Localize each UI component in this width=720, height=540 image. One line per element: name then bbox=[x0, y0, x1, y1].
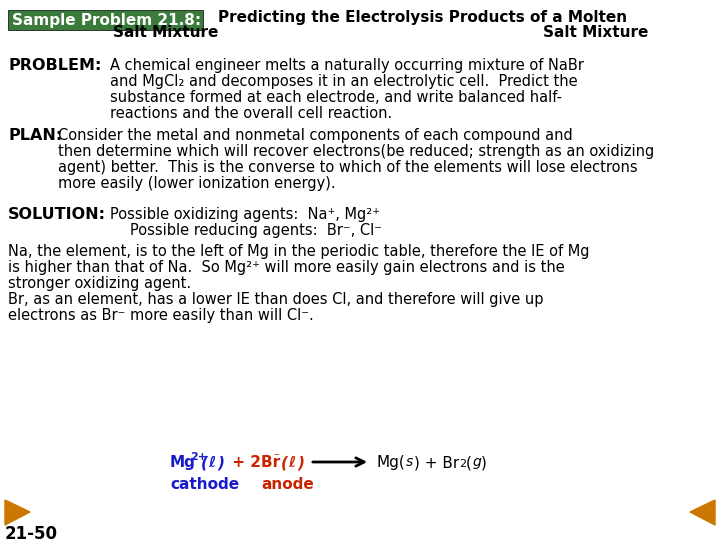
Text: then determine which will recover electrons(be reduced; strength as an oxidizing: then determine which will recover electr… bbox=[58, 144, 654, 159]
Text: agent) better.  This is the converse to which of the elements will lose electron: agent) better. This is the converse to w… bbox=[58, 160, 638, 175]
Text: SOLUTION:: SOLUTION: bbox=[8, 207, 106, 222]
Text: PLAN:: PLAN: bbox=[8, 128, 62, 143]
Text: + 2Br: + 2Br bbox=[227, 455, 280, 470]
Text: A chemical engineer melts a naturally occurring mixture of NaBr: A chemical engineer melts a naturally oc… bbox=[110, 58, 584, 73]
Text: Br, as an element, has a lower IE than does Cl, and therefore will give up: Br, as an element, has a lower IE than d… bbox=[8, 292, 544, 307]
Text: ): ) bbox=[217, 455, 224, 470]
Text: Predicting the Electrolysis Products of a Molten: Predicting the Electrolysis Products of … bbox=[218, 10, 627, 25]
Text: is higher than that of Na.  So Mg²⁺ will more easily gain electrons and is the: is higher than that of Na. So Mg²⁺ will … bbox=[8, 260, 564, 275]
FancyBboxPatch shape bbox=[8, 10, 203, 30]
Text: PROBLEM:: PROBLEM: bbox=[8, 58, 102, 73]
Text: ℓ: ℓ bbox=[288, 455, 295, 470]
Text: Consider the metal and nonmetal components of each compound and: Consider the metal and nonmetal componen… bbox=[58, 128, 572, 143]
Text: ⁻: ⁻ bbox=[273, 452, 279, 462]
Text: ℓ: ℓ bbox=[208, 455, 215, 470]
Text: ): ) bbox=[481, 455, 487, 470]
Text: Mg(: Mg( bbox=[377, 455, 406, 470]
Text: Salt Mixture: Salt Mixture bbox=[543, 25, 648, 40]
Text: Salt Mixture: Salt Mixture bbox=[112, 25, 218, 40]
Text: electrons as Br⁻ more easily than will Cl⁻.: electrons as Br⁻ more easily than will C… bbox=[8, 308, 314, 323]
Text: g: g bbox=[473, 455, 482, 469]
Text: Possible oxidizing agents:  Na⁺, Mg²⁺: Possible oxidizing agents: Na⁺, Mg²⁺ bbox=[110, 207, 380, 222]
Text: Mg: Mg bbox=[170, 455, 196, 470]
Text: ) + Br: ) + Br bbox=[414, 455, 459, 470]
Polygon shape bbox=[690, 500, 715, 525]
Polygon shape bbox=[5, 500, 30, 525]
Text: 2+: 2+ bbox=[190, 452, 207, 462]
Text: substance formed at each electrode, and write balanced half-: substance formed at each electrode, and … bbox=[110, 90, 562, 105]
Text: Sample Problem 21.8:: Sample Problem 21.8: bbox=[12, 12, 201, 28]
Text: and MgCl₂ and decomposes it in an electrolytic cell.  Predict the: and MgCl₂ and decomposes it in an electr… bbox=[110, 74, 577, 89]
Text: (: ( bbox=[201, 455, 208, 470]
Text: ): ) bbox=[297, 455, 304, 470]
Text: Na, the element, is to the left of Mg in the periodic table, therefore the IE of: Na, the element, is to the left of Mg in… bbox=[8, 244, 590, 259]
Text: more easily (lower ionization energy).: more easily (lower ionization energy). bbox=[58, 176, 336, 191]
Text: 21-50: 21-50 bbox=[5, 525, 58, 540]
Text: cathode: cathode bbox=[171, 477, 240, 492]
Text: (: ( bbox=[281, 455, 288, 470]
Text: (: ( bbox=[466, 455, 472, 470]
Text: stronger oxidizing agent.: stronger oxidizing agent. bbox=[8, 276, 191, 291]
Text: 2: 2 bbox=[459, 459, 466, 469]
Text: Possible reducing agents:  Br⁻, Cl⁻: Possible reducing agents: Br⁻, Cl⁻ bbox=[130, 223, 382, 238]
Text: s: s bbox=[406, 455, 413, 469]
Text: reactions and the overall cell reaction.: reactions and the overall cell reaction. bbox=[110, 106, 392, 121]
Text: anode: anode bbox=[261, 477, 315, 492]
